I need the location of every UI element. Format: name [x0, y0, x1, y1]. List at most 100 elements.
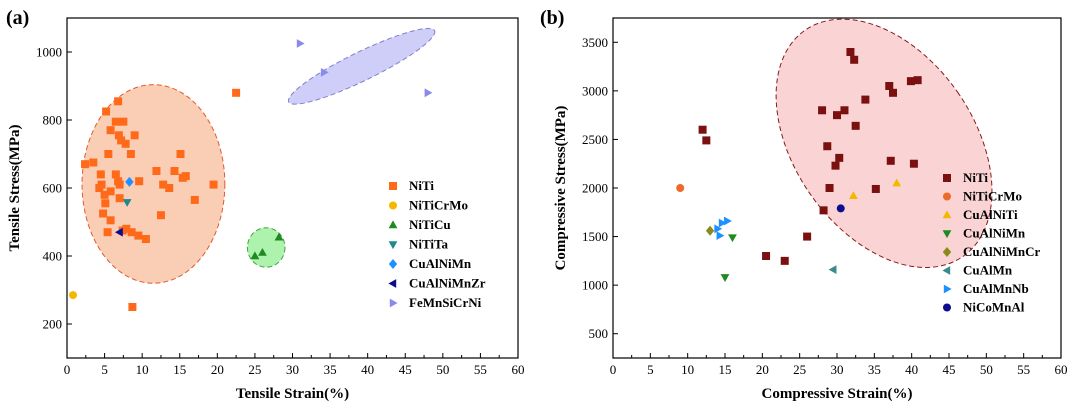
data-point: [128, 303, 137, 311]
x-tick-label: 5: [101, 362, 108, 377]
data-point: [119, 117, 128, 126]
data-point: [913, 76, 922, 85]
data-point: [125, 176, 134, 187]
data-point: [803, 232, 812, 241]
panel-label: (a): [6, 7, 29, 29]
data-point: [81, 160, 90, 169]
data-point: [909, 159, 918, 168]
data-point: [114, 97, 123, 106]
x-tick-label: 30: [831, 362, 844, 377]
data-point: [106, 187, 115, 196]
x-tick-label: 40: [905, 362, 918, 377]
data-point: [851, 121, 860, 130]
data-point: [104, 150, 113, 158]
data-point: [99, 209, 108, 218]
data-point: [141, 235, 150, 243]
y-tick-label: 200: [43, 317, 63, 332]
data-point: [274, 232, 284, 241]
data-point: [159, 180, 168, 189]
legend-marker: [943, 303, 951, 312]
data-point: [89, 158, 98, 167]
data-point: [840, 106, 849, 115]
legend-label: NiCoMnAl: [963, 300, 1025, 315]
legend: NiTi NiTiCrMo NiTiCu NiTiTa CuAlNiMn CuAlNiMn…: [388, 178, 486, 310]
axis-ticks: 0 5 10 15 20 25 30 35 40 45 50 55 60 200 400 600 800 1000: [36, 45, 525, 378]
x-tick-label: 20: [211, 362, 224, 377]
x-tick-label: 15: [173, 362, 186, 377]
data-point: [106, 126, 115, 135]
data-point: [320, 68, 329, 77]
data-point: [819, 206, 828, 215]
axis-ticks: 0 5 10 15 20 25 30 35 40 45 50 55 60 500 1000 1500 2000 2…: [582, 35, 1068, 377]
data-point: [100, 190, 109, 199]
y-tick-label: 600: [43, 181, 63, 196]
x-tick-label: 25: [793, 362, 806, 377]
data-point: [871, 184, 880, 193]
data-point: [889, 88, 897, 97]
data-point: [95, 184, 104, 192]
highlight-regions: [81, 27, 436, 284]
data-point: [831, 161, 840, 170]
data-point: [818, 106, 827, 115]
data-point: [209, 180, 218, 189]
data-point: [780, 256, 789, 265]
legend-label: CuAlMn: [963, 263, 1013, 278]
data-point: [111, 170, 120, 179]
x-tick-label: 25: [248, 362, 261, 377]
data-point: [250, 251, 260, 260]
data-point: [724, 216, 732, 226]
y-tick-label: 1000: [36, 45, 62, 60]
data-point: [825, 184, 834, 192]
data-point: [106, 216, 115, 225]
x-tick-label: 15: [719, 362, 732, 377]
data-point: [170, 167, 179, 175]
legend-label: FeMnSiCrNi: [409, 295, 482, 310]
legend-marker: [389, 182, 397, 190]
x-tick-label: 50: [436, 362, 449, 377]
data-point: [702, 136, 711, 145]
x-tick-label: 30: [286, 362, 299, 377]
y-tick-label: 2000: [582, 181, 608, 196]
data-point: [130, 131, 139, 140]
legend-marker: [942, 266, 951, 275]
legend: NiTi NiTiCrMo CuAlNiTi CuAlNiMn CuAlNiMnCr Cu…: [942, 170, 1041, 315]
x-tick-label: 20: [756, 362, 769, 377]
x-tick-label: 35: [868, 362, 881, 377]
data-point: [676, 184, 685, 192]
data-point: [828, 265, 837, 274]
y-axis-title: Tensile Stress(MPa): [7, 124, 23, 251]
legend-marker: [388, 259, 398, 269]
y-tick-label: 400: [43, 249, 63, 264]
legend-label: CuAlNiMnZr: [409, 276, 486, 291]
data-point: [846, 48, 855, 56]
legend-label: CuAlNiMn: [409, 256, 472, 271]
highlight-regions: [775, 18, 993, 268]
data-point: [258, 248, 267, 256]
data-point: [823, 142, 832, 151]
x-axis-title: Tensile Strain(%): [236, 386, 349, 402]
data-point: [114, 131, 123, 140]
legend-label: NiTi: [963, 170, 988, 185]
legend-marker: [943, 284, 952, 294]
data-point: [134, 231, 143, 240]
data-point: [135, 177, 144, 186]
data-point: [115, 180, 124, 189]
data-point: [232, 88, 241, 97]
x-tick-label: 35: [324, 362, 337, 377]
data-point: [720, 274, 730, 282]
y-tick-label: 3500: [582, 35, 608, 50]
legend-label: NiTiTa: [409, 237, 449, 252]
highlight-ellipse: [287, 27, 436, 105]
data-point: [716, 231, 725, 240]
legend-marker: [388, 279, 397, 288]
legend-label: NiTiCrMo: [409, 198, 468, 213]
data-point: [181, 172, 190, 181]
legend-marker: [388, 220, 398, 229]
data-point: [103, 228, 112, 237]
data-point: [121, 139, 130, 148]
data-point: [892, 178, 902, 187]
data-point: [762, 252, 771, 260]
data-point: [165, 184, 174, 192]
data-point: [101, 199, 110, 208]
data-point: [718, 218, 727, 228]
